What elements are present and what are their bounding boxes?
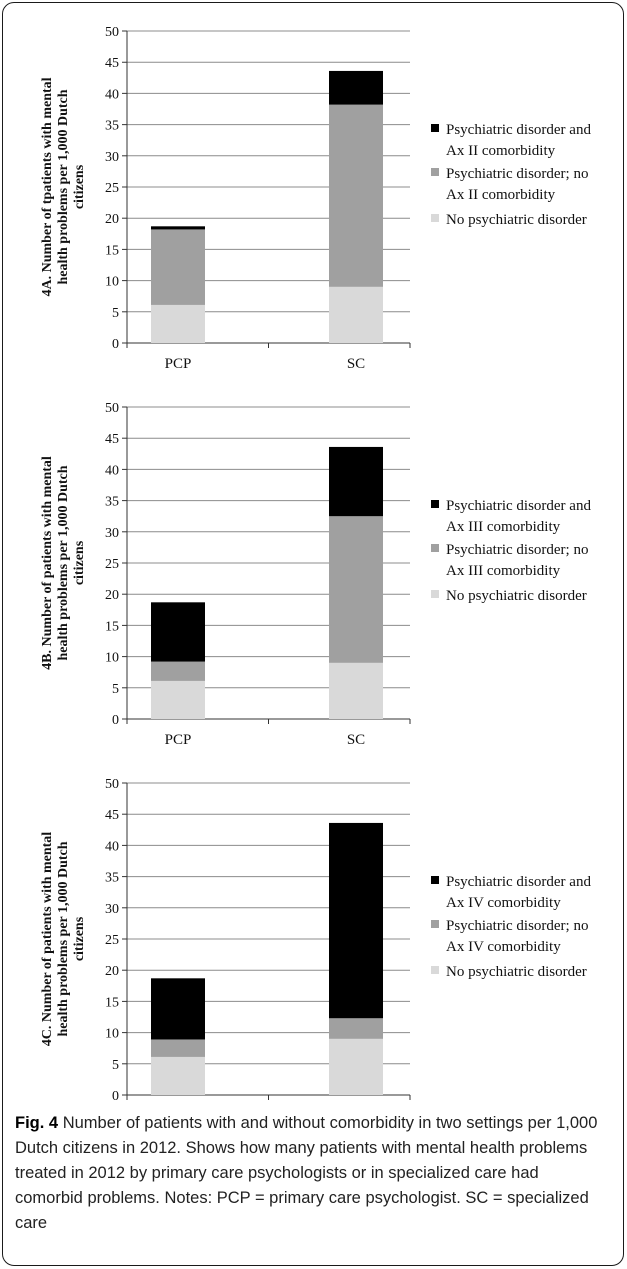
- bar-sc-series-2: [329, 516, 383, 663]
- y-tick-label: 40: [105, 87, 119, 102]
- bar-pcp-series-2: [151, 229, 205, 305]
- bar-sc-series-3: [329, 447, 383, 516]
- y-tick-label: 35: [105, 495, 119, 510]
- y-tick-label: 10: [105, 275, 119, 290]
- y-tick-label: 20: [105, 588, 119, 603]
- y-axis-title: citizens: [72, 916, 87, 961]
- bar-pcp-series-1: [151, 305, 205, 343]
- legend-label: Ax III comorbidity: [446, 563, 561, 579]
- y-tick-label: 45: [105, 432, 119, 447]
- x-category-label: SC: [347, 732, 365, 748]
- y-tick-label: 20: [105, 212, 119, 227]
- legend-label: Ax IV comorbidity: [446, 895, 561, 911]
- legend-label: Ax III comorbidity: [446, 519, 561, 535]
- legend-label: Psychiatric disorder and: [446, 874, 591, 890]
- y-tick-label: 35: [105, 119, 119, 134]
- bar-sc-series-1: [329, 287, 383, 343]
- chart-panel-2: 0 5 10 15 20 25 30 35 40 45 50 PCP SC 4B. Number of p…: [40, 401, 591, 748]
- y-axis-title: citizens: [72, 540, 87, 585]
- y-tick-label: 10: [105, 651, 119, 666]
- bar-pcp-series-1: [151, 1057, 205, 1095]
- figure-caption: Fig. 4 Number of patients with and witho…: [15, 1111, 610, 1236]
- legend-swatch: [431, 168, 439, 176]
- chart-panel-1: 0 5 10 15 20 25 30 35 40 45 50 PCP SC 4A. Number of t…: [40, 25, 591, 372]
- legend-swatch: [431, 920, 439, 928]
- y-axis-title: 4C. Number of patients with mental: [40, 832, 55, 1047]
- bar-pcp-series-3: [151, 226, 205, 229]
- y-tick-label: 5: [112, 1058, 119, 1073]
- legend-label: Psychiatric disorder and: [446, 498, 591, 514]
- y-tick-label: 45: [105, 56, 119, 71]
- legend-swatch: [431, 124, 439, 132]
- legend-label: No psychiatric disorder: [446, 588, 587, 604]
- legend-swatch: [431, 966, 439, 974]
- y-axis-title: 4B. Number of patients with mental: [40, 456, 55, 670]
- legend-label: Psychiatric disorder and: [446, 122, 591, 138]
- y-tick-label: 5: [112, 306, 119, 321]
- y-tick-label: 15: [105, 995, 119, 1010]
- y-tick-label: 25: [105, 933, 119, 948]
- y-tick-label: 20: [105, 964, 119, 979]
- y-axis-title: 4A. Number of tpatients with mental: [40, 77, 55, 296]
- legend-swatch: [431, 544, 439, 552]
- y-tick-label: 5: [112, 682, 119, 697]
- legend-label: No psychiatric disorder: [446, 212, 587, 228]
- bar-sc-series-2: [329, 1018, 383, 1039]
- x-category-label: PCP: [165, 732, 192, 748]
- y-axis-title: health problems per 1,000 Dutch: [56, 465, 71, 660]
- legend-label: Psychiatric disorder; no: [446, 542, 588, 558]
- legend-swatch: [431, 214, 439, 222]
- y-tick-label: 40: [105, 463, 119, 478]
- legend-label: Psychiatric disorder; no: [446, 918, 588, 934]
- bar-sc-series-3: [329, 823, 383, 1018]
- legend-swatch: [431, 500, 439, 508]
- y-axis-title: citizens: [72, 164, 87, 209]
- bar-pcp-series-1: [151, 681, 205, 719]
- bar-pcp-series-3: [151, 978, 205, 1039]
- figure-caption-text: Number of patients with and without como…: [15, 1114, 597, 1232]
- chart-panel-3: 05101520253035404550PCPSC4C. Number of p…: [40, 777, 591, 1103]
- y-tick-label: 30: [105, 526, 119, 541]
- y-tick-label: 50: [105, 777, 119, 792]
- y-tick-label: 10: [105, 1027, 119, 1042]
- y-tick-label: 25: [105, 181, 119, 196]
- x-category-label: SC: [347, 356, 365, 372]
- bar-pcp-series-2: [151, 662, 205, 681]
- y-tick-label: 35: [105, 871, 119, 886]
- legend-label: Ax IV comorbidity: [446, 939, 561, 955]
- y-tick-label: 0: [112, 713, 119, 728]
- y-tick-label: 50: [105, 25, 119, 40]
- figure-label: Fig. 4: [15, 1114, 58, 1132]
- bar-sc-series-1: [329, 1039, 383, 1095]
- y-tick-label: 45: [105, 808, 119, 823]
- y-tick-label: 0: [112, 1089, 119, 1103]
- y-tick-label: 40: [105, 839, 119, 854]
- legend-label: Ax II comorbidity: [446, 143, 556, 159]
- bar-sc-series-3: [329, 71, 383, 105]
- bar-sc-series-1: [329, 663, 383, 719]
- bar-pcp-series-3: [151, 602, 205, 661]
- legend-label: No psychiatric disorder: [446, 964, 587, 980]
- legend-swatch: [431, 876, 439, 884]
- y-tick-label: 30: [105, 150, 119, 165]
- bar-sc-series-2: [329, 105, 383, 287]
- legend-label: Ax II comorbidity: [446, 187, 556, 203]
- y-tick-label: 15: [105, 243, 119, 258]
- legend-label: Psychiatric disorder; no: [446, 166, 588, 182]
- y-axis-title: health problems per 1,000 Dutch: [56, 89, 71, 284]
- y-tick-label: 30: [105, 902, 119, 917]
- x-category-label: PCP: [165, 356, 192, 372]
- y-tick-label: 50: [105, 401, 119, 416]
- y-tick-label: 25: [105, 557, 119, 572]
- y-axis-title: health problems per 1,000 Dutch: [56, 841, 71, 1036]
- legend-swatch: [431, 590, 439, 598]
- y-tick-label: 15: [105, 619, 119, 634]
- y-tick-label: 0: [112, 337, 119, 352]
- bar-pcp-series-2: [151, 1039, 205, 1056]
